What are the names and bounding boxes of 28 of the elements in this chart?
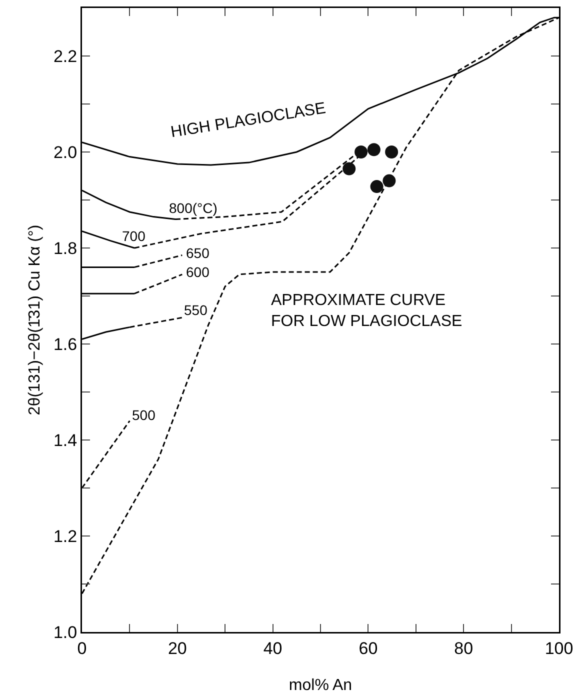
point — [342, 162, 356, 176]
y-axis-title: 2θ(131)−2θ(1̄31) Cu Kα (°) — [26, 224, 44, 416]
point — [370, 180, 384, 194]
x-tick-label: 40 — [263, 638, 282, 658]
point — [354, 146, 368, 158]
series-label: 700 — [122, 228, 146, 244]
series-label: 600 — [186, 264, 210, 280]
x-tick-label: 100 — [544, 638, 574, 658]
point — [367, 143, 380, 156]
x-tick-label: 60 — [358, 638, 378, 658]
series-label: 650 — [186, 245, 210, 261]
y-tick-label: 1.6 — [53, 334, 78, 354]
x-tick-label: 80 — [454, 638, 474, 658]
y-tick-label: 1.0 — [53, 622, 78, 642]
y-tick-label: 2.0 — [53, 142, 78, 162]
point — [382, 174, 396, 188]
x-axis-title: mol% An — [288, 677, 352, 694]
x-tick-label: 0 — [77, 638, 87, 658]
x-tick-label: 20 — [168, 638, 187, 658]
series-label: APPROXIMATE CURVE FOR LOW PLAGIOCLASE — [271, 292, 462, 330]
series-label: 550 — [184, 302, 208, 318]
y-tick-label: 1.2 — [53, 526, 78, 546]
y-tick-label: 1.8 — [53, 238, 78, 258]
point — [385, 146, 398, 158]
y-tick-label: 1.4 — [53, 430, 78, 450]
y-tick-label: 2.2 — [53, 46, 78, 66]
series-label: 500 — [132, 407, 156, 423]
series-label: 800(°C) — [169, 200, 218, 216]
